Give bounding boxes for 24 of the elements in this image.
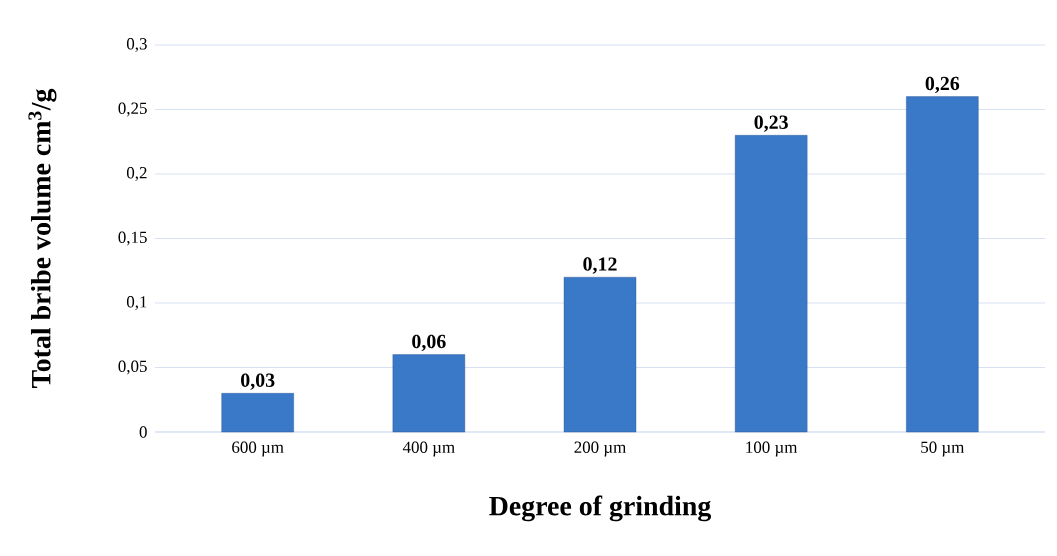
- x-tick-label: 400 µm: [402, 441, 455, 457]
- bar: [392, 354, 466, 433]
- x-axis-title: Degree of grinding: [489, 495, 712, 522]
- bar: [563, 277, 637, 433]
- data-label: 0,06: [412, 334, 446, 352]
- data-label: 0,12: [583, 257, 617, 274]
- bar: [906, 96, 979, 433]
- x-tick-label: 600 µm: [232, 441, 284, 457]
- y-tick-label: 0,05: [118, 360, 147, 375]
- y-tick-label: 0,3: [126, 38, 147, 52]
- y-axis-title: Total bribe volume cm$^{3}$/g: [28, 88, 57, 388]
- y-tick-label: 0,1: [126, 296, 147, 310]
- x-tick-label: 200 µm: [574, 441, 626, 457]
- x-tick-label: 50 µm: [921, 441, 965, 457]
- bar: [734, 135, 808, 433]
- data-label: 0,03: [241, 373, 275, 390]
- x-tick-label: 100 µm: [746, 441, 798, 457]
- y-tick-label: 0,15: [118, 231, 147, 246]
- y-tick-label: 0,25: [118, 102, 147, 117]
- data-label: 0,26: [925, 76, 960, 94]
- y-tick-label: 0: [139, 426, 147, 438]
- data-label: 0,23: [754, 115, 788, 132]
- y-tick-label: 0,2: [126, 167, 147, 181]
- bar: [221, 393, 294, 433]
